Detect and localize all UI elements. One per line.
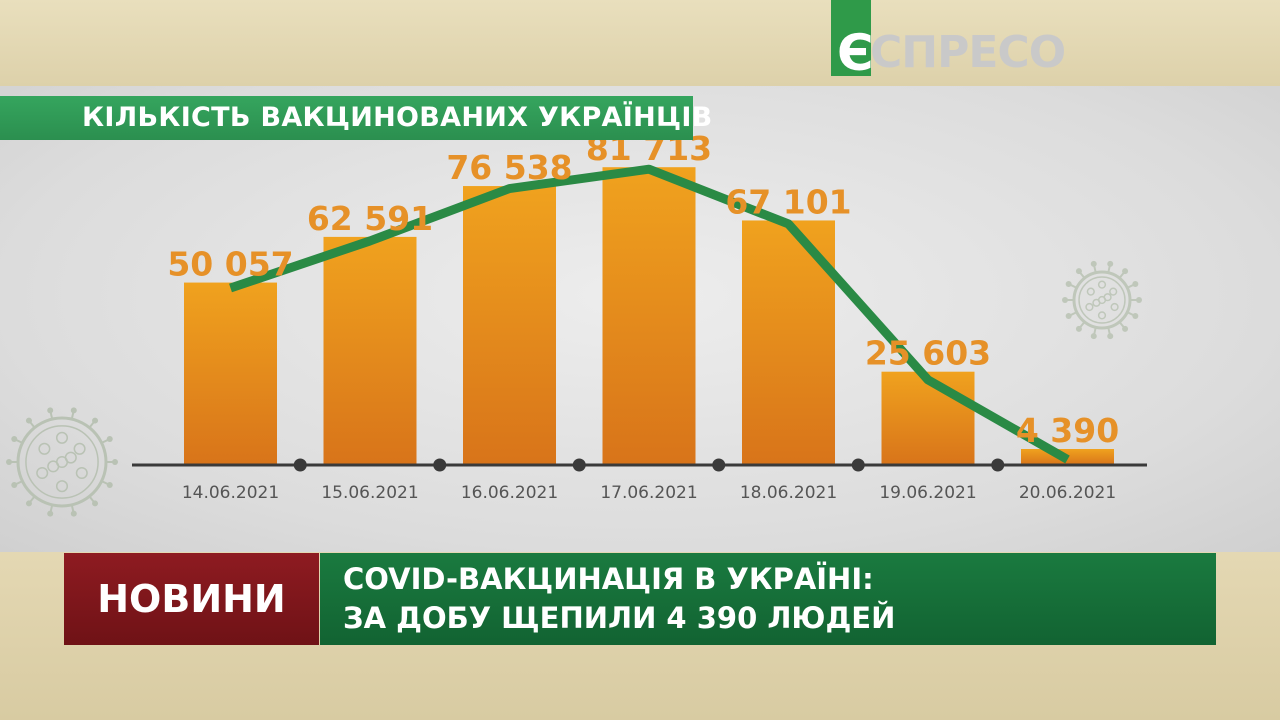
axis-dot <box>433 458 447 472</box>
axis-dot <box>572 458 586 472</box>
trend-line <box>229 164 1070 464</box>
headline-line-1: COVID-ВАКЦИНАЦІЯ В УКРАЇНІ: <box>343 562 874 596</box>
date-label: 15.06.2021 <box>321 483 418 503</box>
headline-box <box>320 553 1216 645</box>
date-label: 19.06.2021 <box>879 483 976 503</box>
bar-14.06.2021 <box>184 282 277 465</box>
axis-dot <box>851 458 865 472</box>
axis-dot <box>712 458 726 472</box>
logo-wordmark: СПРЕСО <box>870 27 1066 78</box>
value-label: 25 603 <box>865 334 991 373</box>
bar-17.06.2021 <box>602 167 696 465</box>
logo-letter: Є <box>837 24 874 82</box>
chart-title: КІЛЬКІСТЬ ВАКЦИНОВАНИХ УКРАЇНЦІВ <box>82 102 713 133</box>
top-band <box>0 0 1280 86</box>
value-label: 67 101 <box>725 182 851 221</box>
virus-icon <box>6 407 118 517</box>
headline-line-2: ЗА ДОБУ ЩЕПИЛИ 4 390 ЛЮДЕЙ <box>343 601 896 635</box>
date-label: 18.06.2021 <box>740 483 837 503</box>
news-label-box <box>64 553 319 645</box>
virus-icon <box>1062 260 1142 340</box>
vaccination-chart: 50 057 14.06.2021 62 591 15.06.2021 76 538 16… <box>6 129 1147 517</box>
date-label: 16.06.2021 <box>461 483 558 503</box>
date-label: 17.06.2021 <box>600 483 697 503</box>
chart-title-bar <box>0 96 693 140</box>
axis-dot <box>991 458 1005 472</box>
value-label: 4 390 <box>1016 411 1119 450</box>
value-label: 62 591 <box>307 199 433 238</box>
date-label: 14.06.2021 <box>182 483 279 503</box>
bar-16.06.2021 <box>463 186 556 465</box>
date-label: 20.06.2021 <box>1019 483 1116 503</box>
bar-15.06.2021 <box>323 236 417 465</box>
logo-mark <box>831 0 871 76</box>
value-label: 76 538 <box>446 148 572 187</box>
axis-dot <box>293 458 307 472</box>
value-label: 50 057 <box>167 245 293 284</box>
bar-19.06.2021 <box>881 371 975 465</box>
news-label: НОВИНИ <box>97 577 286 621</box>
